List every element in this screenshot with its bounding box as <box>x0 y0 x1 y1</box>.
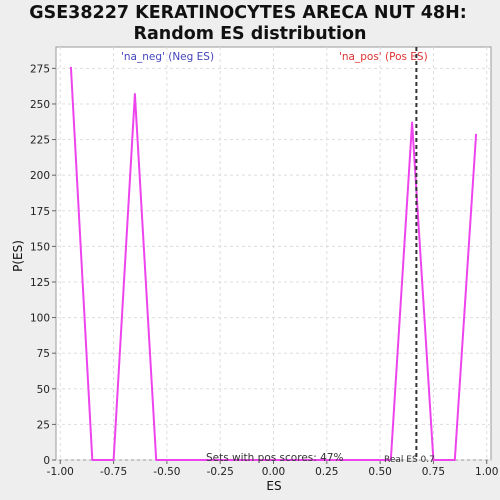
y-tick-label: 25 <box>37 419 50 431</box>
chart-title-line2: Random ES distribution <box>133 24 366 44</box>
real-es-label: Real ES 0.7 <box>384 455 435 465</box>
y-axis-label: P(ES) <box>11 240 25 272</box>
es-distribution-line <box>69 66 478 461</box>
x-tick-label: 0.50 <box>368 466 391 478</box>
y-tick-label: 125 <box>30 277 50 289</box>
sets-pos-scores-label: Sets with pos scores: 47% <box>206 452 343 464</box>
x-tick-label: -1.00 <box>47 466 74 478</box>
x-tick-label: 0.75 <box>422 466 445 478</box>
x-axis-label: ES <box>266 479 281 493</box>
x-tick-label: 1.00 <box>475 466 498 478</box>
y-tick-label: 225 <box>30 135 50 147</box>
y-tick-label: 50 <box>37 384 50 396</box>
pos-es-label: 'na_pos' (Pos ES) <box>339 51 428 63</box>
y-tick-label: 75 <box>37 348 50 360</box>
x-tick-label: -0.25 <box>207 466 234 478</box>
x-tick-label: 0.25 <box>315 466 338 478</box>
x-tick-label: -0.50 <box>153 466 180 478</box>
chart-title-line1: GSE38227 KERATINOCYTES ARECA NUT 48H: <box>29 3 466 23</box>
neg-es-label: 'na_neg' (Neg ES) <box>121 51 214 63</box>
y-tick-label: 100 <box>30 313 50 325</box>
y-tick-label: 175 <box>30 206 50 218</box>
y-tick-label: 200 <box>30 170 50 182</box>
y-axis-ticks: 0 25 50 75 100 125 150 175 200 225 250 275 <box>30 63 56 467</box>
y-tick-label: 275 <box>30 63 50 75</box>
x-tick-label: -0.75 <box>100 466 127 478</box>
y-tick-label: 0 <box>43 455 50 467</box>
y-tick-label: 250 <box>30 99 50 111</box>
x-tick-label: 0.00 <box>262 466 285 478</box>
y-tick-label: 150 <box>30 241 50 253</box>
x-axis-ticks: -1.00 -0.75 -0.50 -0.25 0.00 0.25 0.50 0.75 1.00 <box>47 460 498 478</box>
